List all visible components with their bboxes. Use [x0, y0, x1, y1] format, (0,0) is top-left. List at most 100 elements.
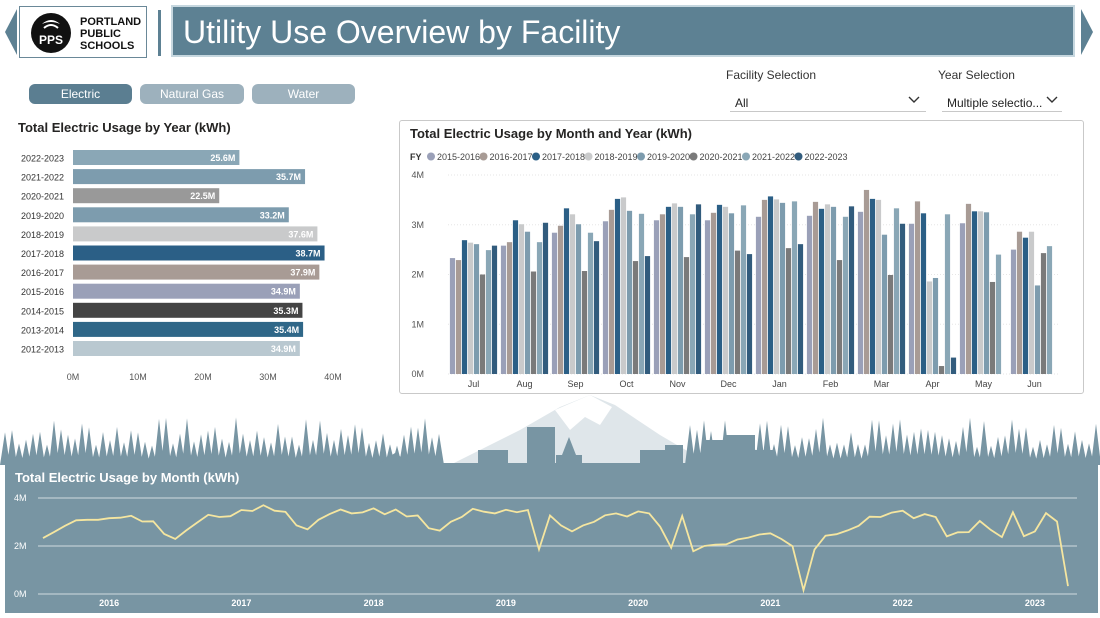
monthly-bar[interactable]	[593, 241, 600, 374]
monthly-bar[interactable]	[914, 201, 921, 374]
monthly-bar[interactable]	[848, 206, 855, 374]
yearly-bar[interactable]	[73, 283, 300, 299]
monthly-bar[interactable]	[716, 204, 723, 374]
nav-prev-arrow-icon[interactable]	[3, 9, 17, 55]
monthly-bar[interactable]	[812, 201, 819, 374]
monthly-bar[interactable]	[467, 242, 474, 374]
facility-selection-dropdown[interactable]: All	[730, 90, 926, 112]
monthly-bar[interactable]	[632, 261, 639, 374]
monthly-bar[interactable]	[479, 274, 486, 375]
monthly-bar[interactable]	[722, 206, 729, 374]
monthly-bar[interactable]	[806, 215, 813, 374]
monthly-bar[interactable]	[785, 248, 792, 374]
legend-label[interactable]: 2019-2020	[647, 152, 690, 162]
monthly-bar[interactable]	[638, 213, 645, 374]
monthly-bar[interactable]	[677, 206, 684, 374]
monthly-bar[interactable]	[530, 271, 537, 374]
monthly-bar[interactable]	[569, 214, 576, 374]
monthly-bar[interactable]	[797, 244, 804, 374]
monthly-bar[interactable]	[977, 211, 984, 374]
monthly-bar[interactable]	[791, 201, 798, 374]
monthly-bar[interactable]	[938, 366, 945, 374]
monthly-bar[interactable]	[659, 214, 666, 374]
monthly-bar[interactable]	[551, 232, 558, 374]
yearly-bar[interactable]	[73, 302, 303, 318]
monthly-bar[interactable]	[767, 196, 774, 374]
monthly-bar[interactable]	[683, 257, 690, 374]
monthly-bar[interactable]	[449, 258, 456, 374]
monthly-bar[interactable]	[485, 250, 492, 374]
monthly-bar[interactable]	[581, 271, 588, 374]
monthly-bar[interactable]	[932, 277, 939, 374]
monthly-bar[interactable]	[491, 245, 498, 374]
monthly-bar[interactable]	[740, 205, 747, 374]
monthly-bar[interactable]	[728, 213, 735, 374]
yearly-bar[interactable]	[73, 264, 320, 280]
monthly-bar[interactable]	[944, 214, 951, 374]
monthly-bar[interactable]	[899, 223, 906, 374]
monthly-bar[interactable]	[1046, 246, 1053, 374]
year-selection-dropdown[interactable]: Multiple selectio...	[942, 90, 1062, 112]
monthly-bar[interactable]	[989, 281, 996, 374]
monthly-bar[interactable]	[620, 197, 627, 374]
monthly-bar[interactable]	[734, 250, 741, 374]
monthly-bar[interactable]	[671, 203, 678, 374]
monthly-bar[interactable]	[563, 208, 570, 374]
legend-label[interactable]: 2016-2017	[490, 152, 533, 162]
monthly-bar[interactable]	[830, 206, 837, 374]
monthly-bar[interactable]	[965, 203, 972, 374]
yearly-bar[interactable]	[73, 207, 289, 223]
monthly-bar[interactable]	[644, 256, 651, 374]
legend-label[interactable]: 2015-2016	[437, 152, 480, 162]
monthly-bar[interactable]	[695, 204, 702, 374]
legend-label[interactable]: 2021-2022	[752, 152, 795, 162]
monthly-bar[interactable]	[857, 211, 864, 374]
monthly-bar[interactable]	[773, 199, 780, 374]
monthly-bar[interactable]	[512, 220, 519, 374]
tab-electric[interactable]: Electric	[29, 84, 132, 104]
monthly-bar[interactable]	[473, 244, 480, 374]
monthly-bar[interactable]	[887, 274, 894, 374]
tab-natural-gas[interactable]: Natural Gas	[140, 84, 244, 104]
legend-label[interactable]: 2018-2019	[595, 152, 638, 162]
monthly-bar[interactable]	[842, 216, 849, 374]
monthly-bar[interactable]	[665, 206, 672, 374]
monthly-bar[interactable]	[1028, 231, 1035, 374]
monthly-bar[interactable]	[689, 214, 696, 374]
monthly-bar[interactable]	[836, 260, 843, 374]
monthly-bar[interactable]	[779, 202, 786, 374]
monthly-bar[interactable]	[506, 242, 513, 374]
monthly-bar[interactable]	[950, 357, 957, 374]
monthly-bar[interactable]	[1022, 237, 1029, 374]
nav-next-arrow-icon[interactable]	[1081, 9, 1095, 55]
yearly-bar[interactable]	[73, 169, 306, 185]
yearly-bar[interactable]	[73, 245, 325, 261]
monthly-bar[interactable]	[863, 189, 870, 374]
monthly-bar[interactable]	[1040, 253, 1047, 374]
monthly-bar[interactable]	[746, 254, 753, 374]
monthly-bar[interactable]	[755, 216, 762, 374]
monthly-bar[interactable]	[1010, 249, 1017, 374]
monthly-bar[interactable]	[824, 204, 831, 374]
yearly-bar[interactable]	[73, 341, 300, 356]
monthly-bar[interactable]	[500, 245, 507, 374]
timeline-series-line[interactable]	[42, 504, 1069, 594]
monthly-bar[interactable]	[761, 199, 768, 374]
monthly-bar[interactable]	[653, 220, 660, 374]
monthly-bar[interactable]	[575, 224, 582, 374]
monthly-bar[interactable]	[1034, 285, 1041, 374]
legend-label[interactable]: 2022-2023	[805, 152, 848, 162]
monthly-bar[interactable]	[983, 212, 990, 374]
monthly-bar[interactable]	[557, 225, 564, 374]
monthly-bar[interactable]	[971, 211, 978, 374]
yearly-bar[interactable]	[73, 226, 318, 242]
monthly-bar[interactable]	[524, 231, 531, 374]
monthly-bar[interactable]	[893, 208, 900, 374]
monthly-bar[interactable]	[710, 212, 717, 374]
monthly-bar[interactable]	[602, 221, 609, 374]
yearly-bar[interactable]	[73, 188, 220, 204]
monthly-bar[interactable]	[542, 222, 549, 374]
monthly-bar[interactable]	[455, 260, 462, 374]
monthly-bar[interactable]	[626, 210, 633, 374]
tab-water[interactable]: Water	[252, 84, 355, 104]
